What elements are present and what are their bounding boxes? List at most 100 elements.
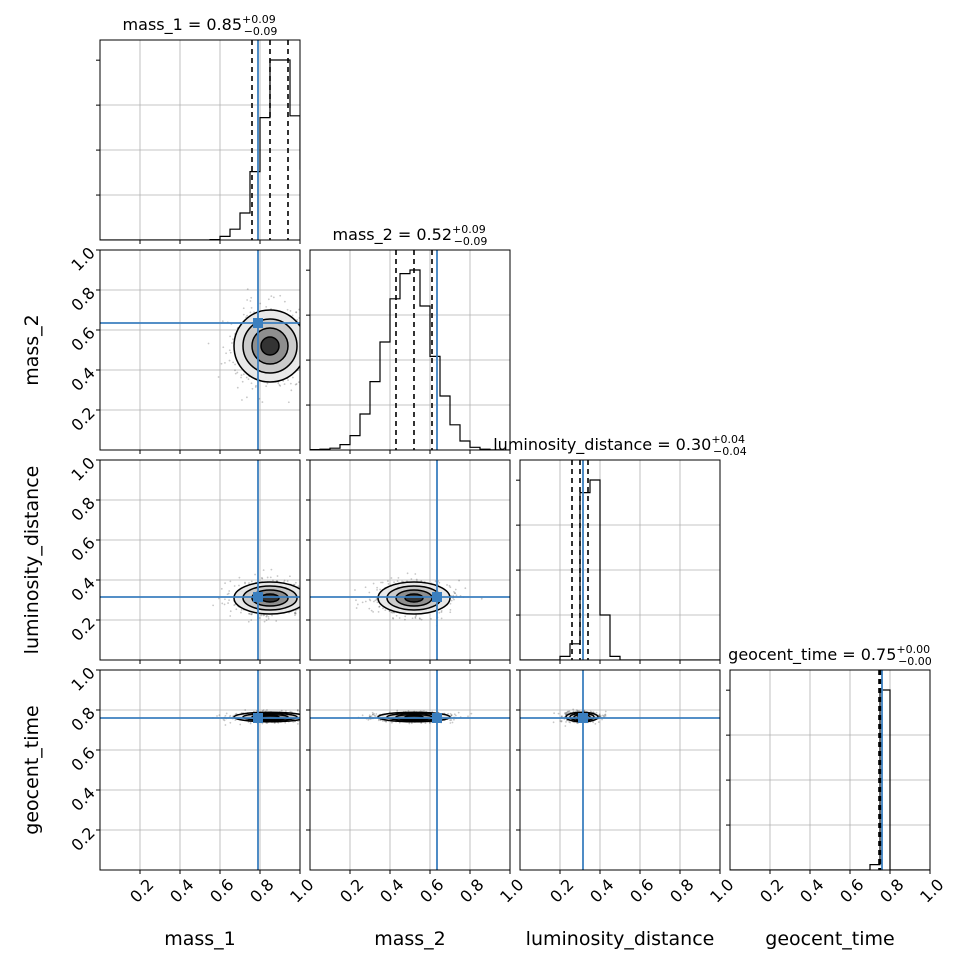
sample-point [564,712,566,715]
sample-point [454,592,457,595]
sample-point [312,367,314,369]
sample-point [260,614,263,617]
sample-point [294,612,297,615]
sample-point [396,580,399,583]
sample-point [220,362,223,365]
sample-point [308,600,310,602]
sample-point [231,342,233,344]
sample-point [565,711,568,714]
sample-point [242,373,245,376]
sample-point [336,600,338,602]
sample-point [597,721,600,723]
x-tick-label: 0.4 [166,875,197,906]
sample-point [552,721,555,724]
sample-point [371,713,374,716]
sample-point [438,611,441,614]
sample-point [440,617,443,620]
sample-point [265,385,268,388]
sample-point [397,576,400,579]
x-tick-label: 0.6 [836,875,867,906]
density-contour [242,318,298,374]
sample-point [375,597,378,600]
sample-point [449,722,452,724]
y-tick-label: 1.0 [67,453,98,484]
histogram-step [100,59,300,240]
sample-point [261,401,264,403]
sample-point [240,374,243,377]
sample-point [250,382,253,385]
title-minus-error: −0.09 [244,25,278,38]
sample-point [368,591,371,594]
sample-point [234,372,237,375]
sample-point [301,357,303,359]
sample-point [272,296,275,299]
sample-point [450,714,453,716]
sample-point [382,607,384,610]
sample-point [238,584,240,587]
sample-point [419,618,421,620]
sample-point [296,709,299,711]
sample-point [244,582,246,585]
sample-point [266,614,268,617]
sample-point [380,581,382,584]
sample-point [599,715,602,717]
sample-point [355,599,357,602]
sample-point [254,386,257,388]
panel-content [100,250,314,450]
sample-point [420,722,423,724]
sample-point [455,594,458,597]
sample-point [568,710,571,712]
sample-point [307,719,309,721]
sample-point [601,714,604,717]
sample-point [229,615,232,617]
sample-point [245,376,248,379]
sample-point [272,579,274,582]
sample-point [303,326,305,328]
sample-point [311,714,313,716]
sample-point [301,718,303,720]
sample-point [247,620,250,623]
panel-content [730,670,930,870]
sample-point [408,722,411,725]
sample-point [301,598,303,600]
sample-point [410,722,413,725]
sample-point [246,288,249,291]
panel-content [520,670,720,870]
sample-point [398,721,401,724]
sample-point [216,715,218,717]
sample-point [244,709,247,711]
sample-point [240,376,242,379]
sample-point [560,719,563,722]
x-tick-label: 0.2 [756,875,787,906]
sample-point [267,615,270,618]
sample-point [276,575,279,577]
sample-point [303,714,305,716]
sample-point [604,713,607,716]
sample-point [228,599,230,602]
sample-point [265,305,268,308]
sample-point [316,612,318,614]
x-tick-label: 0.8 [666,875,697,906]
sample-point [376,586,379,589]
panel-content [100,670,315,870]
diagonal-panel-luminosity_distance: luminosity_distance = 0.30+0.04 −0.04 [493,433,747,664]
sample-point [301,605,303,607]
sample-point [253,311,255,314]
y-tick-label: 0.4 [67,363,98,394]
density-contour [233,581,300,615]
sample-point [440,611,443,614]
sample-point [229,351,232,354]
sample-point [566,710,569,713]
sample-point [557,712,560,715]
density-level [405,594,423,602]
title-minus-error: −0.09 [454,235,488,248]
sample-point [364,586,367,589]
sample-point [450,714,453,717]
density-level [261,594,279,602]
sample-point [376,588,378,591]
sample-point [313,710,315,712]
panel-frame [729,669,931,871]
sample-point [267,617,270,620]
y-tick-label: 0.8 [67,493,98,524]
